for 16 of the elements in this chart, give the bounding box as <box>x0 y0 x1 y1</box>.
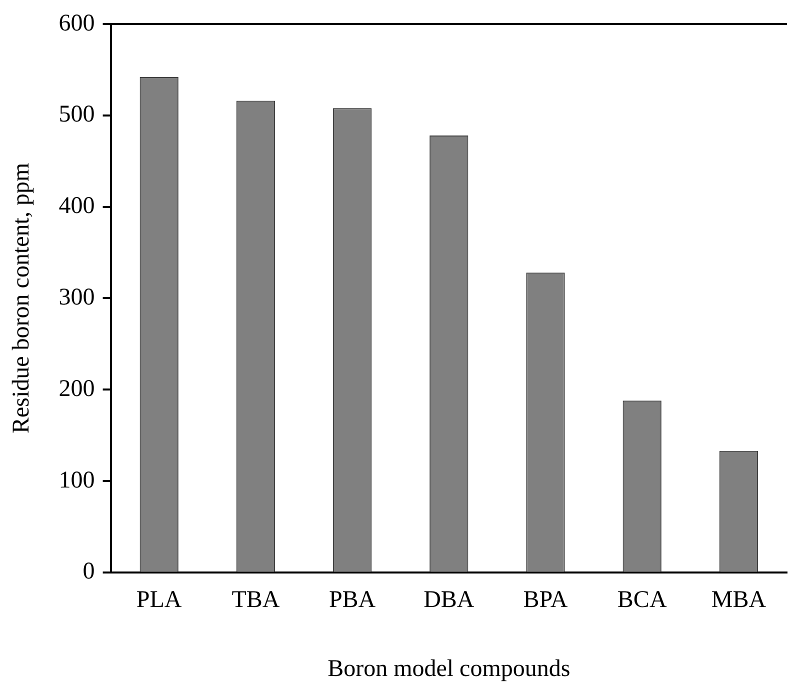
y-tick-label: 400 <box>58 193 95 220</box>
y-tick-label: 200 <box>58 376 95 402</box>
x-tick-label: PBA <box>328 587 376 614</box>
x-axis-title: Boron model compounds <box>328 656 570 682</box>
x-tick-label: DBA <box>424 587 475 614</box>
y-tick-label: 500 <box>58 102 95 128</box>
y-tick-label: 300 <box>58 284 95 310</box>
x-tick-label: BPA <box>523 587 568 614</box>
y-tick-label: 100 <box>58 467 95 494</box>
y-tick-label: 0 <box>82 558 95 585</box>
y-axis-title: Residue boron content, ppm <box>8 162 35 434</box>
y-tick-label: 600 <box>58 10 95 36</box>
x-tick-label: BCA <box>617 587 668 614</box>
x-tick-label: MBA <box>711 587 767 614</box>
x-tick-label: TBA <box>232 587 280 614</box>
x-tick-label: PLA <box>136 587 182 614</box>
